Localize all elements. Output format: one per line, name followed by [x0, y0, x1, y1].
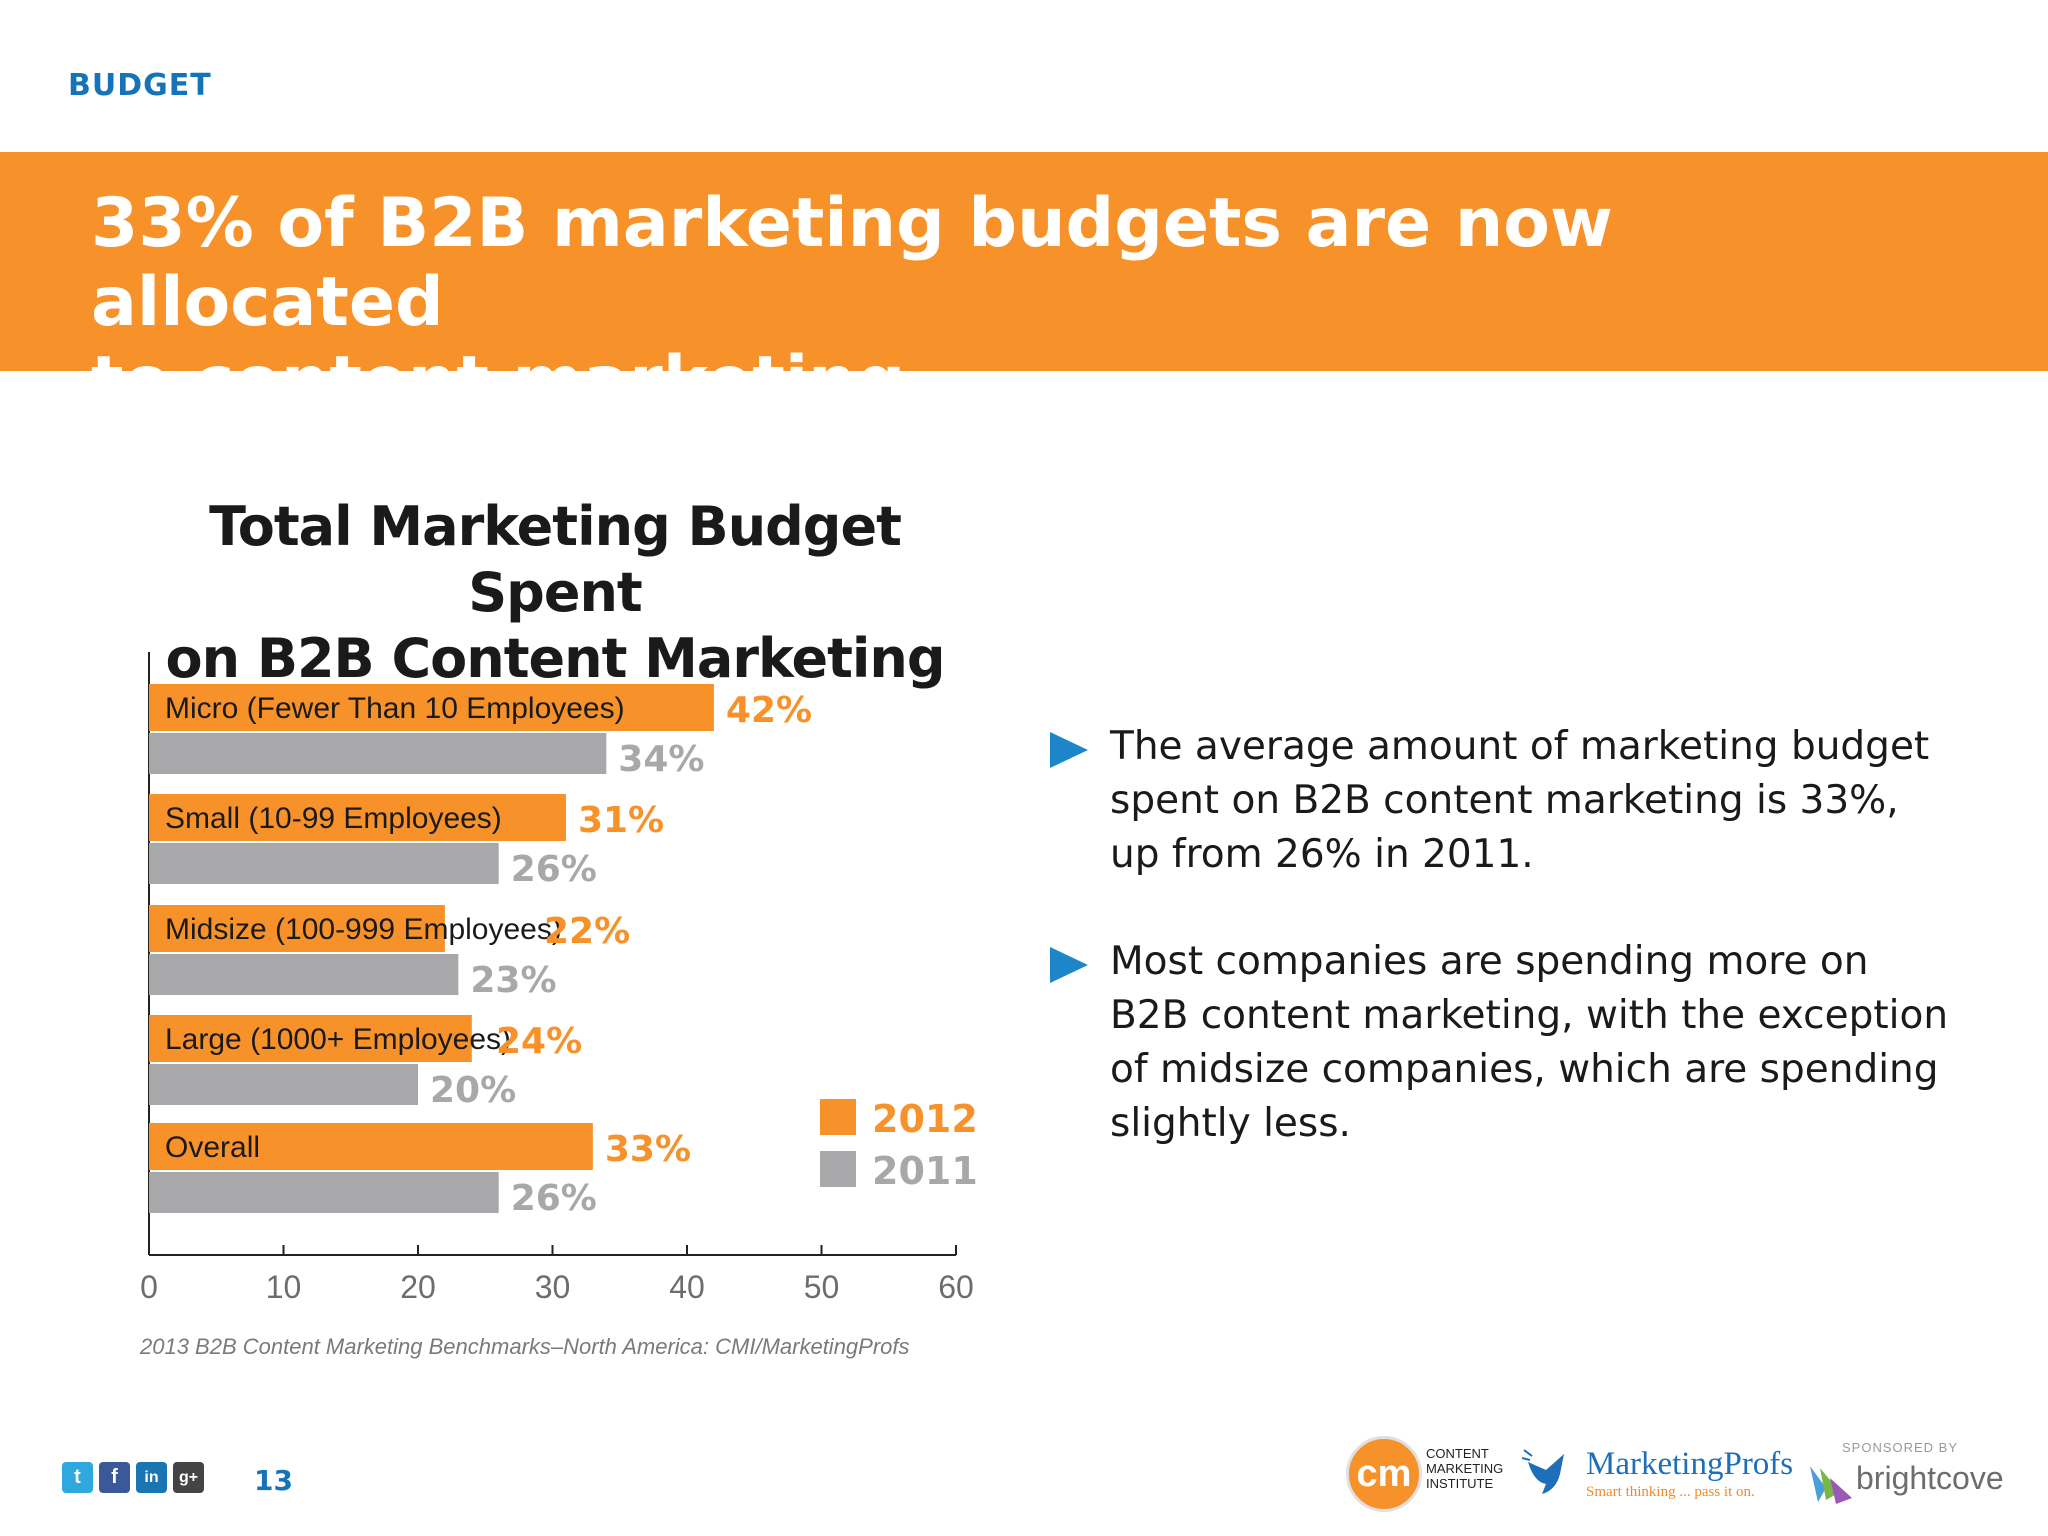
bullet-2: Most companies are spending more on B2B …: [1050, 935, 1950, 1151]
bullet-2-line-3: of midsize companies, which are spending: [1110, 1047, 1939, 1092]
x-tick-label: 30: [535, 1269, 571, 1305]
bullet-1-line-3: up from 26% in 2011.: [1110, 832, 1534, 877]
cmi-logo: cm CONTENT MARKETING INSTITUTE: [1346, 1436, 1506, 1512]
category-label: Micro (Fewer Than 10 Employees): [165, 692, 625, 725]
marketingprofs-logo: MarketingProfs Smart thinking ... pass i…: [1520, 1440, 1794, 1510]
marketingprofs-name: MarketingProfs: [1586, 1446, 1794, 1482]
bullet-2-line-1: Most companies are spending more on: [1110, 939, 1869, 984]
bar-2011: [149, 1064, 418, 1105]
x-tick-label: 50: [804, 1269, 840, 1305]
bar-2012: [149, 684, 714, 731]
bar-2012: [149, 1123, 593, 1170]
bar-2011: [149, 843, 499, 884]
x-tick-label: 40: [669, 1269, 705, 1305]
value-label-2011: 26%: [511, 849, 597, 890]
twitter-icon[interactable]: t: [62, 1462, 93, 1493]
category-label: Overall: [165, 1131, 260, 1164]
value-label-2011: 20%: [430, 1070, 516, 1111]
bullet-1-line-2: spent on B2B content marketing is 33%,: [1110, 778, 1899, 823]
bar-2011: [149, 733, 607, 774]
brightcove-mark-icon: [1810, 1466, 1852, 1504]
bar-2012: [149, 794, 566, 841]
chart-title-line-1: Total Marketing Budget Spent: [209, 495, 902, 624]
section-label: BUDGET: [68, 68, 212, 103]
bullet-1: The average amount of marketing budget s…: [1050, 720, 1950, 882]
value-label-2012: 33%: [605, 1129, 691, 1170]
legend-label-2012: 2012: [872, 1097, 978, 1141]
value-label-2011: 34%: [618, 739, 704, 780]
cmi-line-1: CONTENT: [1426, 1446, 1489, 1461]
legend-swatch-2012: [820, 1099, 856, 1135]
x-tick-label: 60: [938, 1269, 974, 1305]
value-label-2012: 22%: [544, 911, 630, 952]
chart-title-line-2: on B2B Content Marketing: [165, 627, 945, 690]
social-icons: t f in g+: [62, 1462, 204, 1493]
brightcove-name: brightcove: [1856, 1460, 2004, 1496]
cmi-line-2: MARKETING: [1426, 1461, 1504, 1476]
bullet-1-text: The average amount of marketing budget s…: [1110, 720, 1950, 882]
bullet-arrow-icon: [1050, 947, 1088, 983]
bullet-2-text: Most companies are spending more on B2B …: [1110, 935, 1950, 1151]
cmi-line-3: INSTITUTE: [1426, 1476, 1494, 1491]
sponsored-by-label: SPONSORED BY: [1842, 1440, 1959, 1455]
bar-2011: [149, 954, 459, 995]
value-label-2012: 24%: [496, 1021, 582, 1062]
bullet-arrow-icon: [1050, 732, 1088, 768]
value-label-2011: 23%: [470, 960, 556, 1001]
headline-text: 33% of B2B marketing budgets are now all…: [91, 184, 1971, 421]
bullet-2-line-2: B2B content marketing, with the exceptio…: [1110, 993, 1949, 1038]
bar-2011: [149, 1172, 499, 1213]
page-number: 13: [254, 1464, 293, 1497]
google-plus-icon[interactable]: g+: [173, 1462, 204, 1493]
x-tick-label: 10: [266, 1269, 302, 1305]
category-label: Small (10-99 Employees): [165, 802, 502, 835]
facebook-icon[interactable]: f: [99, 1462, 130, 1493]
category-label: Large (1000+ Employees): [165, 1023, 511, 1056]
cmi-logo-mark: cm: [1346, 1436, 1422, 1512]
bird-icon: [1521, 1449, 1564, 1494]
bar-2012: [149, 905, 445, 952]
bullet-1-line-1: The average amount of marketing budget: [1110, 724, 1930, 769]
linkedin-icon[interactable]: in: [136, 1462, 167, 1493]
headline-line-1: 33% of B2B marketing budgets are now all…: [91, 184, 1613, 342]
brightcove-logo: SPONSORED BY brightcove: [1806, 1440, 2026, 1510]
bullet-2-line-4: slightly less.: [1110, 1101, 1351, 1146]
x-tick-label: 0: [140, 1269, 158, 1305]
value-label-2012: 42%: [726, 690, 812, 731]
chart-source: 2013 B2B Content Marketing Benchmarks–No…: [140, 1334, 910, 1359]
marketingprofs-tagline: Smart thinking ... pass it on.: [1586, 1484, 1755, 1500]
value-label-2011: 26%: [511, 1178, 597, 1219]
x-tick-label: 20: [400, 1269, 436, 1305]
chart-title: Total Marketing Budget Spent on B2B Cont…: [120, 494, 990, 692]
legend-label-2011: 2011: [872, 1149, 978, 1193]
category-label: Midsize (100-999 Employees): [165, 913, 562, 946]
legend-swatch-2011: [820, 1151, 856, 1187]
cmi-logo-text: CONTENT MARKETING INSTITUTE: [1426, 1446, 1503, 1491]
headline-banner: [0, 152, 2048, 371]
bar-2012: [149, 1015, 472, 1062]
headline-line-2: to content marketing.: [91, 342, 932, 421]
value-label-2012: 31%: [578, 800, 664, 841]
